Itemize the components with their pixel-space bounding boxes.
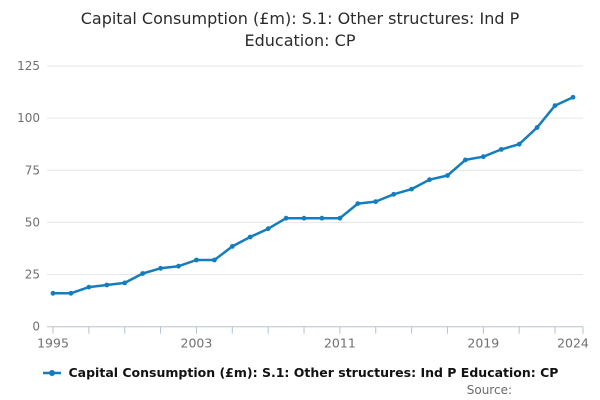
chart-title: Capital Consumption (£m): S.1: Other str… [80, 9, 520, 50]
data-point[interactable] [409, 186, 414, 192]
y-tick-label: 75 [25, 163, 40, 177]
data-point[interactable] [463, 157, 468, 163]
x-tick-label: 2011 [324, 336, 356, 351]
line-chart-canvas: 0 25 50 75 100 125 1995 2003 2011 2019 2024 [17, 59, 589, 351]
data-point[interactable] [265, 226, 271, 232]
y-tick-label: 25 [25, 268, 40, 282]
data-point[interactable] [140, 271, 146, 276]
data-point[interactable] [480, 154, 486, 160]
x-tick-label: 2024 [557, 336, 589, 351]
data-point[interactable] [50, 290, 56, 296]
y-tick-label: 100 [17, 111, 40, 125]
data-point[interactable] [301, 215, 307, 221]
data-point[interactable] [283, 215, 289, 221]
data-point[interactable] [337, 215, 343, 221]
legend: Capital Consumption (£m): S.1: Other str… [0, 365, 600, 380]
legend-line-marker-icon [42, 369, 61, 376]
source-note: Source: [466, 383, 512, 397]
data-point[interactable] [427, 177, 432, 183]
data-point[interactable] [176, 263, 181, 269]
legend-label: Capital Consumption (£m): S.1: Other str… [68, 365, 559, 380]
data-point[interactable] [445, 173, 450, 178]
x-tick-label: 2019 [467, 336, 499, 351]
data-point[interactable] [212, 257, 217, 263]
data-point[interactable] [373, 199, 379, 205]
data-point[interactable] [355, 201, 361, 207]
data-point[interactable] [570, 94, 576, 100]
y-tick-label: 50 [25, 215, 40, 229]
data-point[interactable] [391, 191, 397, 197]
y-tick-label: 125 [17, 59, 40, 73]
data-point[interactable] [86, 284, 92, 290]
data-point[interactable] [247, 234, 253, 240]
data-point[interactable] [158, 265, 164, 271]
y-tick-label: 0 [32, 320, 40, 334]
data-point[interactable] [498, 147, 504, 152]
data-point[interactable] [229, 244, 235, 249]
series-line [51, 96, 575, 295]
data-point[interactable] [194, 257, 199, 263]
data-point[interactable] [319, 215, 325, 221]
data-point[interactable] [122, 280, 128, 286]
x-tick-label: 1995 [37, 336, 69, 351]
data-point[interactable] [534, 125, 540, 130]
x-tick-label: 2003 [181, 336, 213, 351]
data-point[interactable] [68, 290, 74, 296]
data-point[interactable] [552, 103, 558, 108]
data-point[interactable] [104, 282, 110, 288]
data-point[interactable] [516, 141, 522, 147]
